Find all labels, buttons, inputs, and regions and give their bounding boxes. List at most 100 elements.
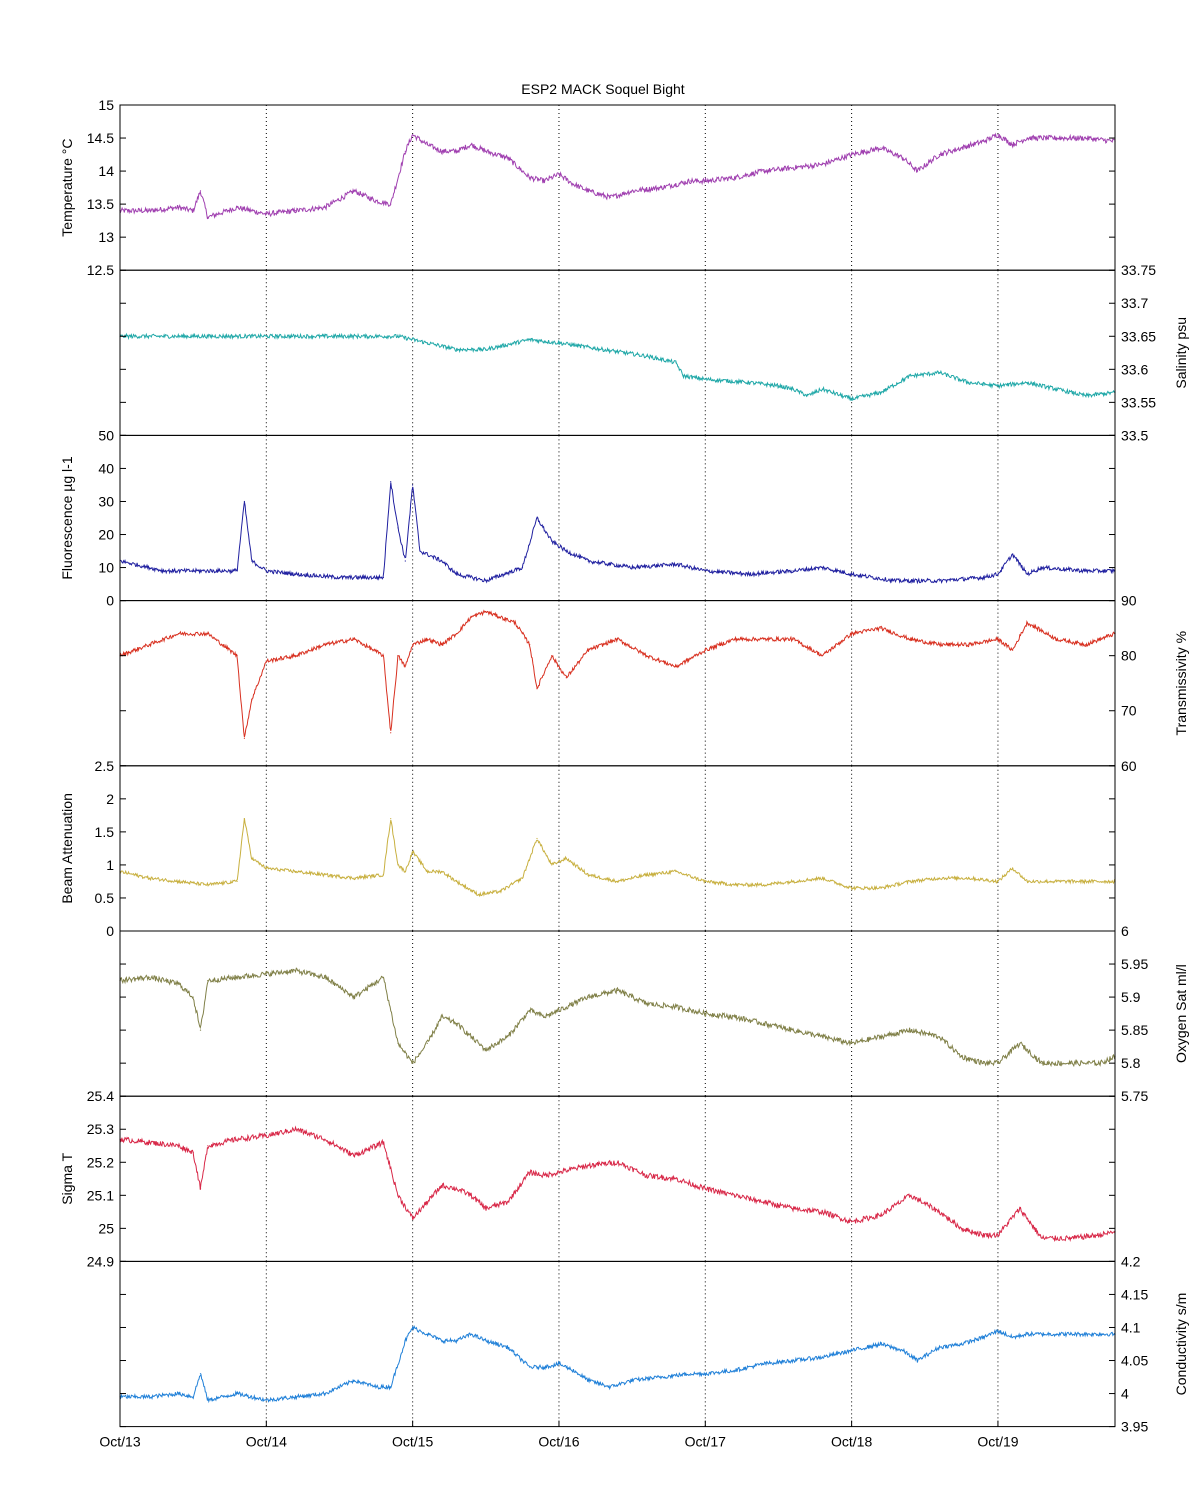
data-point-temperature-45 (1055, 137, 1058, 139)
data-point-temperature-23 (558, 173, 560, 175)
data-point-conductivity-31 (734, 1369, 736, 1371)
data-point-conductivity-28 (660, 1376, 663, 1378)
x-tick-label-6: Oct/19 (977, 1434, 1018, 1450)
data-point-beam_attenuation-4 (236, 880, 238, 883)
y-axis-label-conductivity: Conductivity s/m (1173, 1293, 1189, 1396)
data-point-oxygen_sat-22 (558, 1009, 560, 1011)
data-point-oxygen_sat-15 (441, 1016, 443, 1018)
data-point-sigma_t-7 (265, 1135, 267, 1137)
data-point-conductivity-16 (441, 1340, 443, 1342)
data-point-temperature-46 (1085, 137, 1087, 139)
data-point-transmissivity-14 (404, 666, 406, 668)
data-point-transmissivity-44 (1085, 644, 1087, 646)
data-point-beam_attenuation-36 (909, 880, 911, 883)
data-point-temperature-18 (470, 144, 472, 146)
data-point-transmissivity-20 (485, 611, 487, 613)
data-point-fluorescence-21 (565, 550, 567, 552)
data-point-sigma_t-17 (470, 1194, 472, 1196)
data-point-oxygen_sat-38 (997, 1062, 999, 1064)
data-point-transmissivity-25 (565, 677, 567, 679)
data-point-beam_attenuation-17 (441, 870, 443, 873)
data-point-beam_attenuation-5 (243, 818, 245, 820)
data-point-beam_attenuation-13 (397, 864, 399, 866)
data-point-temperature-36 (880, 147, 882, 149)
data-point-temperature-41 (982, 140, 984, 142)
data-point-transmissivity-39 (968, 644, 970, 646)
data-point-conductivity-10 (353, 1379, 355, 1381)
data-point-sigma_t-12 (397, 1194, 399, 1196)
y-tick-label-transmissivity-3: 90 (1121, 593, 1137, 609)
data-point-temperature-38 (916, 170, 919, 172)
data-point-conductivity-3 (192, 1396, 194, 1398)
data-point-beam_attenuation-38 (968, 877, 970, 879)
data-point-beam_attenuation-27 (646, 874, 648, 876)
data-point-sigma_t-1 (148, 1141, 150, 1144)
y-axis-label-sigma_t: Sigma T (59, 1152, 75, 1204)
data-point-transmissivity-43 (1055, 638, 1058, 640)
y-axis-label-beam_attenuation: Beam Attenuation (59, 793, 75, 904)
data-point-transmissivity-38 (938, 644, 941, 646)
data-point-fluorescence-32 (982, 576, 984, 579)
data-point-conductivity-30 (704, 1373, 706, 1375)
data-point-salinity-10 (602, 348, 604, 351)
data-point-temperature-25 (587, 190, 589, 192)
x-tick-label-4: Oct/17 (685, 1434, 726, 1450)
panel-oxygen_sat: 5.75 5.8 5.85 5.9 5.95 6 Oxygen Sat ml/l (119, 923, 1189, 1104)
data-point-temperature-21 (529, 177, 531, 179)
data-point-oxygen_sat-3 (192, 996, 194, 998)
panel-frame-transmissivity (119, 600, 1116, 767)
data-point-fluorescence-27 (792, 570, 794, 572)
data-point-salinity-27 (1055, 388, 1058, 390)
data-point-fluorescence-24 (675, 563, 677, 565)
data-point-beam_attenuation-9 (324, 874, 326, 876)
data-point-oxygen_sat-37 (982, 1062, 984, 1064)
data-point-transmissivity-5 (243, 737, 245, 739)
data-point-transmissivity-36 (880, 627, 882, 629)
data-point-sigma_t-34 (909, 1194, 911, 1196)
data-point-sigma_t-15 (441, 1184, 443, 1186)
data-point-oxygen_sat-26 (675, 1006, 677, 1008)
data-point-transmissivity-8 (295, 655, 297, 657)
data-point-sigma_t-41 (1070, 1237, 1072, 1239)
data-point-temperature-3 (192, 210, 194, 212)
data-point-temperature-43 (1012, 144, 1014, 146)
y-tick-label-sigma_t-3: 25.2 (87, 1154, 114, 1170)
data-point-conductivity-1 (148, 1396, 150, 1398)
data-point-sigma_t-32 (851, 1221, 853, 1223)
data-point-sigma_t-24 (616, 1161, 619, 1163)
data-point-salinity-14 (704, 378, 706, 380)
data-point-transmissivity-11 (382, 655, 384, 657)
y-tick-label-sigma_t-0: 24.9 (87, 1253, 114, 1269)
data-point-beam_attenuation-30 (734, 884, 736, 886)
data-point-oxygen_sat-6 (236, 976, 238, 978)
data-point-temperature-29 (690, 180, 692, 182)
data-point-beam_attenuation-3 (207, 884, 209, 886)
y-tick-label-transmissivity-2: 80 (1121, 648, 1137, 664)
y-tick-label-salinity-4: 33.7 (1121, 295, 1148, 311)
y-tick-label-temperature-3: 14 (98, 163, 114, 179)
data-point-transmissivity-1 (148, 644, 150, 646)
data-point-transmissivity-30 (704, 649, 706, 651)
data-point-salinity-19 (821, 388, 824, 390)
data-point-beam_attenuation-15 (412, 851, 414, 853)
x-tick-label-3: Oct/16 (538, 1434, 579, 1450)
data-point-temperature-11 (375, 200, 377, 202)
data-point-sigma_t-40 (1041, 1237, 1043, 1239)
data-point-fluorescence-23 (631, 567, 633, 569)
data-point-sigma_t-6 (236, 1138, 238, 1140)
panel-sigma_t: 24.9 25 25.1 25.2 25.3 25.4 Sigma T (59, 1088, 1116, 1269)
data-point-fluorescence-3 (236, 570, 238, 572)
data-point-fluorescence-5 (251, 560, 253, 562)
data-point-fluorescence-18 (521, 567, 524, 569)
data-point-sigma_t-18 (485, 1207, 487, 1210)
y-axis-label-transmissivity: Transmissivity % (1173, 631, 1189, 736)
data-point-conductivity-41 (982, 1336, 984, 1338)
y-tick-label-beam_attenuation-5: 2.5 (95, 758, 115, 774)
data-point-sigma_t-27 (704, 1188, 706, 1190)
data-point-conductivity-24 (573, 1369, 575, 1371)
data-point-transmissivity-4 (236, 655, 238, 657)
data-point-sigma_t-36 (960, 1227, 963, 1229)
y-tick-label-sigma_t-2: 25.1 (87, 1187, 114, 1203)
data-point-conductivity-45 (1055, 1333, 1058, 1335)
